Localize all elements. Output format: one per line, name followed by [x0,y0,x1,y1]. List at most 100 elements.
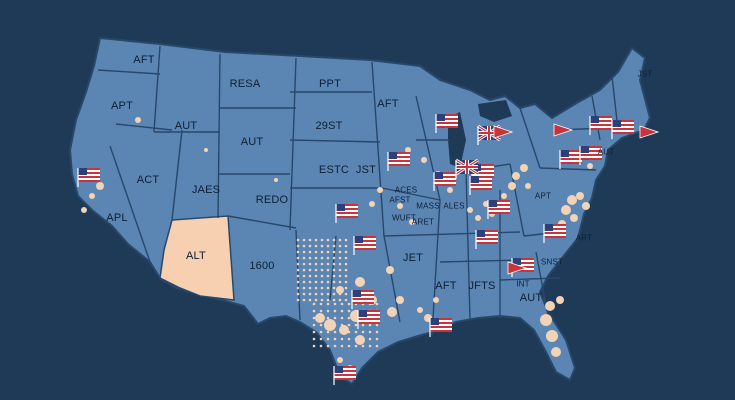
state-label: INT [516,279,530,289]
population-dot [302,256,306,260]
state-label: JST [637,69,653,79]
state-label: AUT [519,292,543,304]
population-dot [332,250,336,254]
state-border [289,57,297,231]
population-dot [296,292,300,296]
population-dot [308,286,312,290]
state-label: APT [534,191,552,201]
state-label: JST [355,164,377,176]
population-dot [344,238,348,242]
population-dot [344,286,348,290]
us-flag-icon [487,200,510,219]
population-dot [333,302,337,306]
population-dot [302,274,306,278]
us-flag-icon [469,176,492,195]
us-flag-icon [435,114,458,133]
pennant-icon [493,125,514,139]
population-dot [314,268,318,272]
state-label: ALT [186,250,206,262]
population-dot [338,238,342,242]
population-dot [308,256,312,260]
state-label: 29ST [315,120,343,132]
us-flag-icon [433,172,456,191]
population-dots [81,117,599,371]
population-dot [340,309,344,313]
state-label: AFT [435,280,457,292]
population-dot [308,238,312,242]
population-dot [417,307,423,313]
population-dot [320,262,324,266]
population-dot [338,274,342,278]
population-dot [501,193,507,199]
population-dot [340,337,344,341]
population-dot [320,238,324,242]
state-border [371,61,385,237]
population-dot [339,325,349,335]
population-dot [326,286,330,290]
us-flag-icon [579,146,602,165]
population-dot [312,316,316,320]
population-dot [344,292,348,296]
population-dot [508,182,516,190]
population-dot [368,323,372,327]
population-dot [332,274,336,278]
population-dot [338,298,342,302]
state-border [381,187,441,201]
population-dot [302,262,306,266]
population-dot [355,335,365,345]
population-dot [369,201,375,207]
state-label: AUT [174,120,198,132]
state-label: RESA [229,78,261,90]
population-dot [570,214,578,222]
population-dot [326,298,330,302]
population-dot [333,344,337,348]
population-dot [296,274,300,278]
state-label: AFT [133,54,155,66]
population-dot [512,172,520,180]
us-flag-icon [333,366,356,385]
population-dot [326,292,330,296]
population-dot [319,323,323,327]
population-dot [332,292,336,296]
state-label: WUFT [392,213,416,223]
us-flag-icon [351,290,374,309]
state-label: JAES [191,184,221,196]
population-dot [361,330,365,334]
state-label: ARET [411,217,435,227]
state-label: APL [106,212,128,224]
state-border [439,259,521,263]
state-label: ART [575,233,593,243]
population-dot [332,286,336,290]
population-dot [338,244,342,248]
population-dot [332,262,336,266]
population-dot [320,292,324,296]
us-flag-icon [357,310,380,329]
population-dot [302,292,306,296]
population-dot [344,256,348,260]
population-dot [302,298,306,302]
population-dot [274,178,278,182]
population-dot [333,330,337,334]
state-label: ACT [136,174,160,186]
us-flag-icon [387,152,410,171]
population-dot [332,298,336,302]
population-dot [333,316,337,320]
population-dot [326,316,330,320]
state-border [383,235,401,323]
population-dot [308,298,312,302]
population-dot [96,182,104,190]
population-dot [344,280,348,284]
population-dot [447,187,453,193]
population-dot [340,302,344,306]
population-dot [347,316,351,320]
population-dot [344,250,348,254]
state-label: AFST [389,195,411,205]
population-dot [302,280,306,284]
state-label: 1600 [249,260,275,272]
population-dot [326,274,330,278]
population-dot [296,256,300,260]
population-dot [314,238,318,242]
population-dot [354,330,358,334]
